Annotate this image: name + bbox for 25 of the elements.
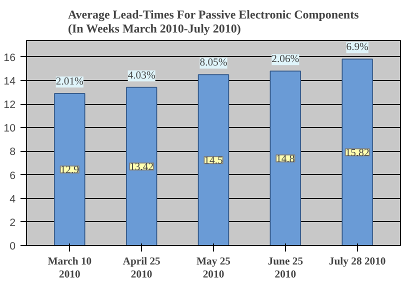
- y-tick-label: 14: [4, 76, 16, 88]
- bar: [126, 86, 158, 246]
- bar: [342, 58, 373, 246]
- x-tick-label: April 25 2010: [122, 256, 160, 281]
- bar: [198, 74, 230, 246]
- y-tick-label: 4: [10, 193, 16, 206]
- chart-title: Average Lead-Times For Passive Electronic Components (In Weeks March 2010-July 2010): [68, 8, 360, 36]
- bar: [270, 70, 302, 246]
- annotation: 8.05%: [200, 58, 228, 69]
- bar: [54, 93, 86, 246]
- x-tick-label: July 28 2010: [328, 256, 386, 268]
- y-tick-label: 6: [10, 170, 16, 182]
- x-tick-label: June 25 2010: [268, 256, 304, 281]
- annotation: 2.06%: [272, 54, 300, 66]
- annotation: 4.03%: [128, 70, 156, 82]
- annotation: 2.01%: [56, 76, 84, 88]
- y-tick-label: 2: [10, 216, 16, 229]
- x-tick-label: May 25 2010: [196, 256, 231, 281]
- y-tick-label: 8: [10, 146, 16, 158]
- x-tick-label: March 10 2010: [48, 256, 92, 281]
- y-tick-label: 10: [4, 122, 16, 135]
- y-tick-label: 16: [4, 52, 16, 64]
- annotation: 6.9%: [346, 42, 369, 54]
- y-tick-label: 0: [10, 240, 16, 252]
- y-tick-label: 12: [4, 99, 16, 112]
